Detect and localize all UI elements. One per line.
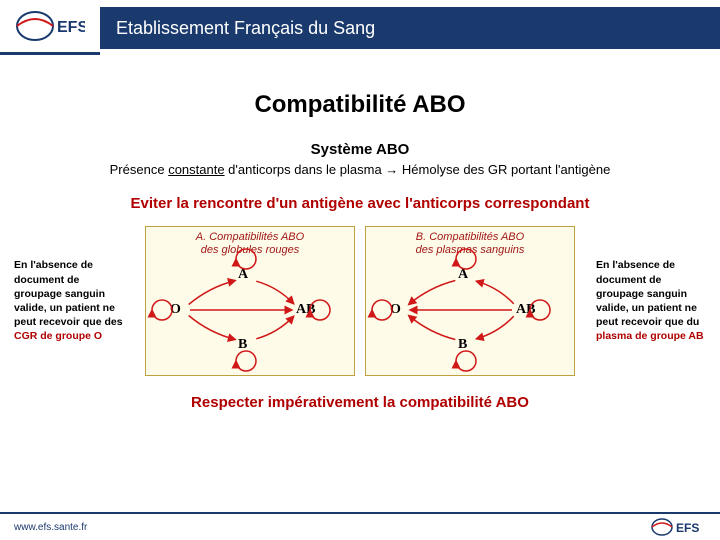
panel-plasmas: B. Compatibilités ABO des plasmas sangui…	[365, 226, 575, 376]
logo-text: EFS	[57, 19, 85, 36]
footer-logo: EFS	[650, 516, 706, 538]
header: EFS Etablissement Français du Sang	[0, 0, 720, 55]
panel-globules-rouges: A. Compatibilités ABO des globules rouge…	[145, 226, 355, 376]
left-note: En l'absence de document de groupage san…	[14, 258, 124, 343]
diagram-center: A. Compatibilités ABO des globules rouge…	[124, 226, 596, 376]
svg-text:EFS: EFS	[676, 521, 699, 535]
desc-underlined: constante	[168, 162, 224, 177]
description: Présence constante d'anticorps dans le p…	[0, 162, 720, 177]
diagram-row: En l'absence de document de groupage san…	[0, 226, 720, 376]
footer-url: www.efs.sante.fr	[14, 522, 87, 533]
right-note: En l'absence de document de groupage san…	[596, 258, 706, 343]
footer-bar: www.efs.sante.fr EFS	[0, 512, 720, 540]
header-logo: EFS	[0, 0, 100, 55]
right-note-text: En l'absence de document de groupage san…	[596, 259, 699, 328]
arrows	[366, 227, 576, 377]
left-note-em: CGR de groupe O	[14, 330, 102, 342]
left-note-text: En l'absence de document de groupage san…	[14, 259, 123, 328]
arrows	[146, 227, 356, 377]
desc-pre: Présence	[110, 162, 169, 177]
right-note-em: plasma de groupe AB	[596, 330, 704, 342]
warning-text: Eviter la rencontre d'un antigène avec l…	[0, 195, 720, 212]
header-bar: Etablissement Français du Sang	[100, 7, 720, 49]
desc-post: d'anticorps dans le plasma → Hémolyse de…	[225, 162, 611, 177]
subtitle: Système ABO	[0, 141, 720, 158]
page-title: Compatibilité ABO	[0, 91, 720, 119]
org-name: Etablissement Français du Sang	[116, 18, 375, 39]
footer-message: Respecter impérativement la compatibilit…	[0, 394, 720, 411]
